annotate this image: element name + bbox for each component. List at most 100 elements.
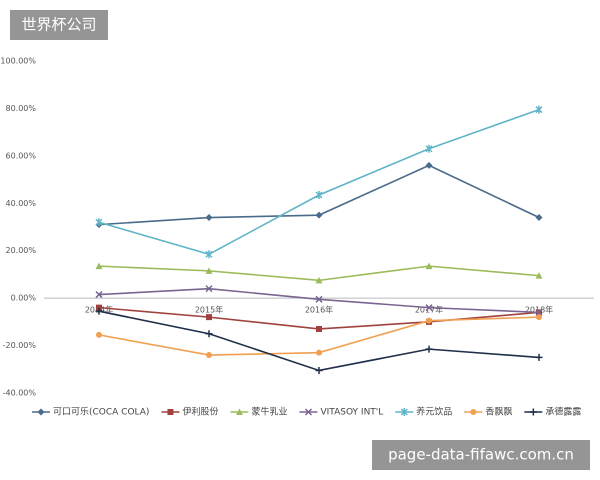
marker-shape <box>205 267 213 274</box>
marker <box>206 314 212 321</box>
legend-label: 养元饮品 <box>416 406 452 418</box>
marker <box>425 144 433 153</box>
marker <box>315 211 323 219</box>
marker-shape <box>535 353 543 361</box>
marker-shape <box>315 211 323 219</box>
y-tick-label: -40.00% <box>3 389 37 398</box>
marker <box>205 267 213 274</box>
marker-shape <box>96 331 102 338</box>
legend-label: 承德露露 <box>545 406 581 418</box>
marker-shape <box>96 304 102 311</box>
marker-shape <box>529 408 537 416</box>
watermark-text: page-data-fifawc.com.cn <box>388 446 574 464</box>
marker-shape <box>95 218 103 227</box>
legend-label: 伊利股份 <box>182 406 218 418</box>
marker-shape <box>315 366 323 374</box>
marker <box>205 285 213 293</box>
marker-shape <box>205 285 213 293</box>
marker-shape <box>205 214 213 222</box>
marker-shape <box>167 409 174 415</box>
marker-shape <box>425 161 433 169</box>
marker <box>315 276 323 284</box>
marker <box>470 409 477 415</box>
y-tick-label: 60.00% <box>5 151 36 160</box>
marker-shape <box>316 325 322 332</box>
marker <box>535 105 543 114</box>
marker-shape <box>535 308 543 316</box>
y-tick-label: 100.00% <box>0 57 36 66</box>
marker <box>425 161 433 169</box>
marker <box>535 272 543 279</box>
marker <box>95 218 103 227</box>
marker <box>425 262 433 270</box>
marker <box>96 304 102 311</box>
marker-shape <box>425 262 433 270</box>
marker <box>535 353 543 361</box>
legend-label: 香飘飘 <box>485 407 512 418</box>
x-tick-label: 2015年 <box>195 305 223 315</box>
marker-shape <box>95 307 103 315</box>
x-tick-label: 2016年 <box>305 305 333 315</box>
y-tick-label: 40.00% <box>5 199 36 208</box>
y-tick-label: 0.00% <box>11 294 37 303</box>
legend-label: 可口可乐(COCA COLA) <box>53 406 149 418</box>
marker <box>205 330 213 338</box>
marker-shape <box>535 272 543 279</box>
marker-shape <box>535 105 543 114</box>
marker <box>315 190 323 199</box>
marker <box>316 349 322 356</box>
marker <box>95 307 103 315</box>
marker <box>425 304 433 312</box>
watermark-text: 世界杯公司 <box>21 16 96 34</box>
marker <box>529 408 537 416</box>
marker-shape <box>425 144 433 153</box>
marker <box>425 345 433 353</box>
legend-label: VITASOY INT'L <box>320 408 383 418</box>
marker <box>167 409 174 415</box>
x-tick-label: 2017年 <box>415 305 443 315</box>
marker <box>95 291 103 299</box>
marker-shape <box>205 330 213 338</box>
marker-shape <box>315 190 323 199</box>
marker <box>535 214 543 222</box>
marker <box>315 366 323 374</box>
marker-shape <box>425 304 433 312</box>
marker <box>205 250 213 259</box>
marker <box>426 317 432 324</box>
marker <box>95 262 103 270</box>
marker-shape <box>400 408 408 416</box>
legend-label: 蒙牛乳业 <box>251 406 287 418</box>
marker <box>205 214 213 222</box>
y-tick-label: -20.00% <box>3 341 37 350</box>
watermark-box <box>10 10 108 40</box>
marker <box>536 314 542 321</box>
marker-shape <box>206 352 212 359</box>
marker-shape <box>425 345 433 353</box>
marker-shape <box>95 262 103 270</box>
marker <box>235 408 243 415</box>
marker-shape <box>470 409 477 415</box>
marker <box>316 325 322 332</box>
marker-shape <box>235 408 243 415</box>
y-tick-label: 80.00% <box>5 104 36 113</box>
marker <box>304 408 313 416</box>
marker <box>96 331 102 338</box>
marker <box>37 408 45 416</box>
marker-shape <box>315 276 323 284</box>
marker-shape <box>315 295 323 303</box>
marker-shape <box>316 349 322 356</box>
marker-shape <box>37 408 45 416</box>
marker-shape <box>95 291 103 299</box>
marker <box>315 295 323 303</box>
marker-shape <box>206 314 212 321</box>
marker <box>206 352 212 359</box>
marker-shape <box>304 408 313 416</box>
marker-shape <box>426 317 432 324</box>
y-tick-label: 20.00% <box>5 246 36 255</box>
marker <box>535 308 543 316</box>
marker-shape <box>205 250 213 259</box>
marker-shape <box>536 314 542 321</box>
marker <box>400 408 408 416</box>
